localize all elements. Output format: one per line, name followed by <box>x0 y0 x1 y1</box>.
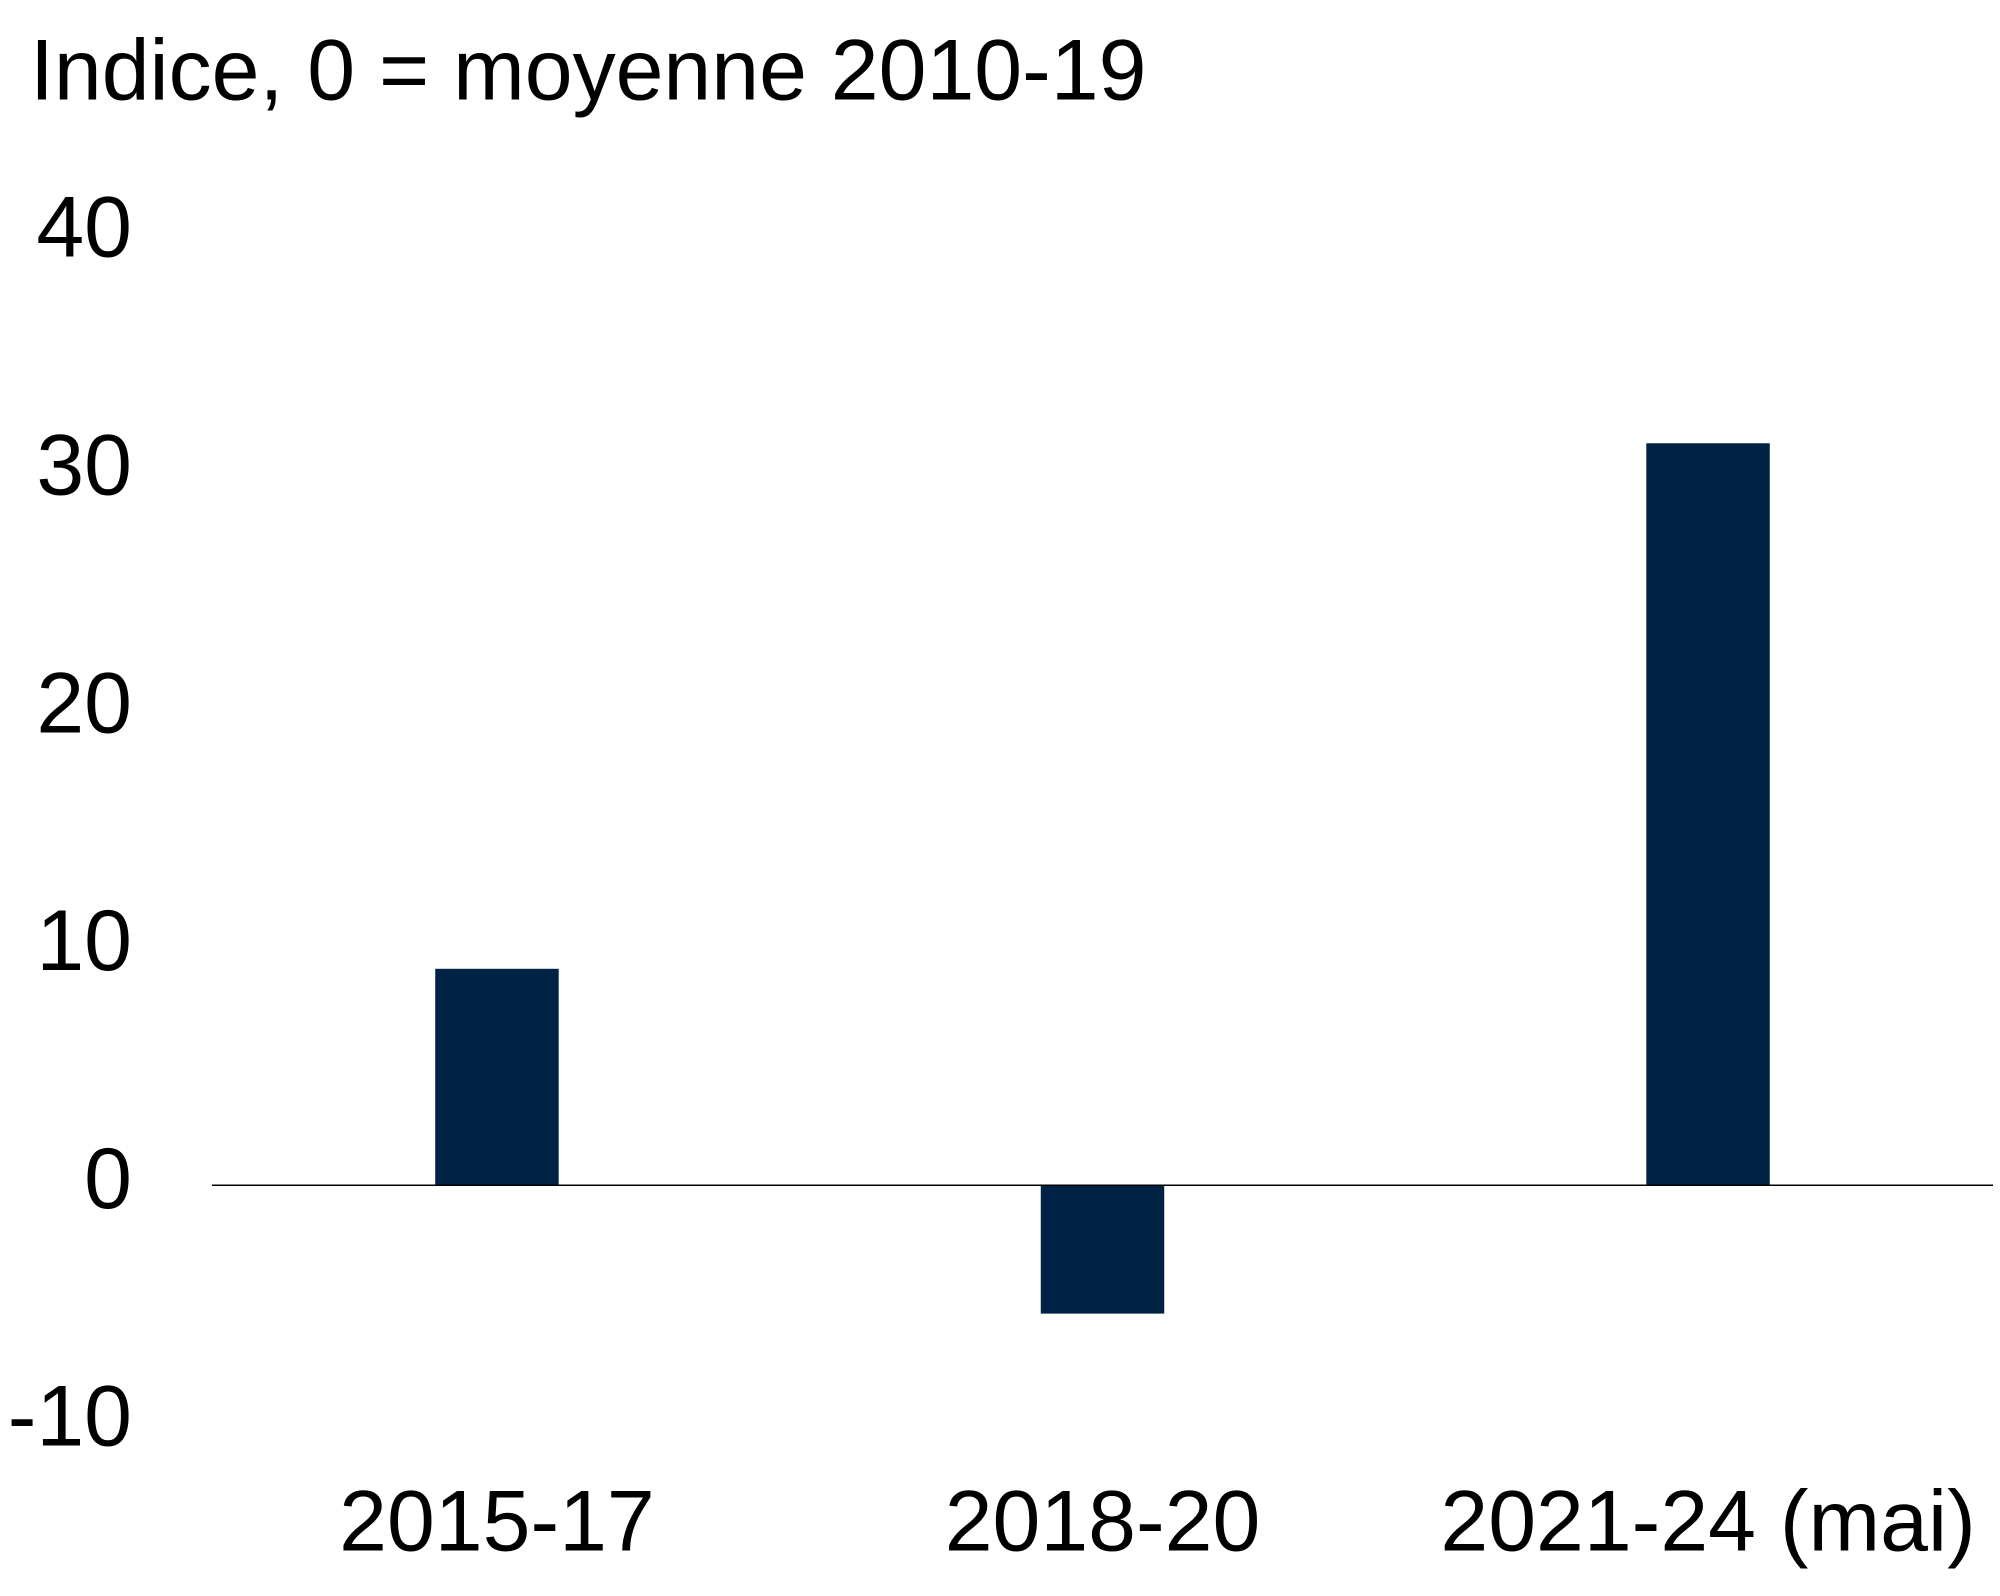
x-tick-label: 2015-17 <box>339 1474 655 1570</box>
y-tick-label: 40 <box>36 180 132 276</box>
bar <box>435 968 559 1186</box>
y-tick-label: 10 <box>36 893 132 989</box>
y-tick-label: 30 <box>36 418 132 514</box>
x-tick-label: 2021-24 (mai) <box>1440 1474 1975 1570</box>
y-tick-label: -10 <box>8 1369 132 1465</box>
y-axis-label: Indice, 0 = moyenne 2010-19 <box>30 23 1146 119</box>
y-tick-label: 20 <box>36 655 132 751</box>
y-tick-label: 0 <box>84 1131 132 1227</box>
x-tick-label: 2018-20 <box>945 1474 1261 1570</box>
bar <box>1646 443 1770 1186</box>
bar <box>1040 1185 1165 1314</box>
